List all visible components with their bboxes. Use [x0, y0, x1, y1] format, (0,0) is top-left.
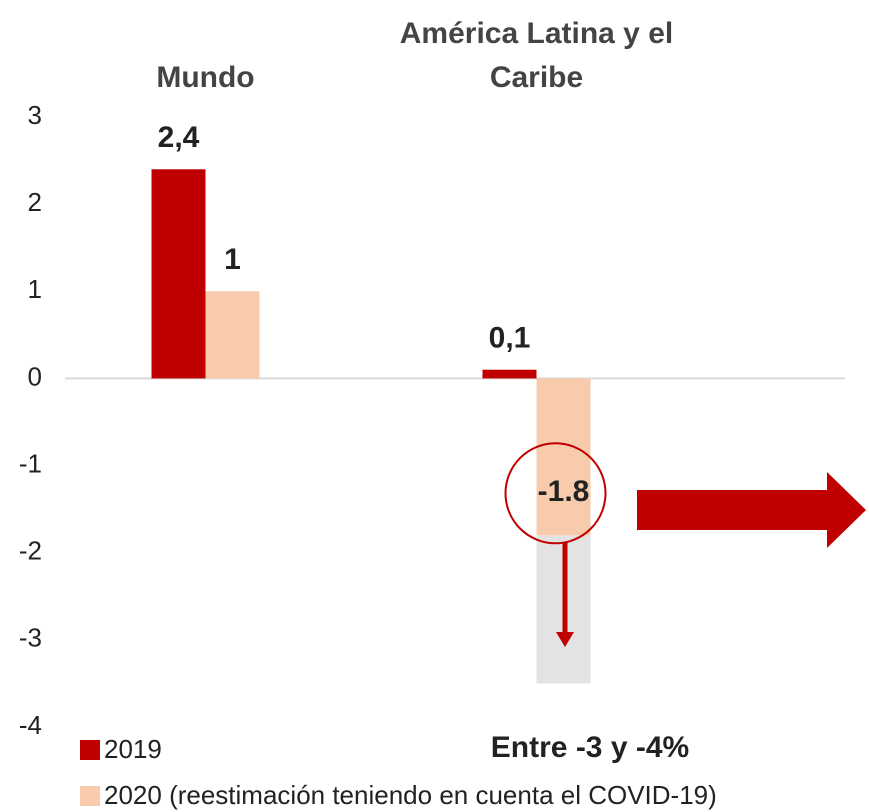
- arrow-right: [637, 472, 866, 548]
- y-tick-label: -1: [19, 448, 42, 478]
- category-label: América Latina y el Caribe: [399, 17, 674, 94]
- bar: [536, 378, 591, 536]
- annotation: Entre -3 y -4%: [491, 731, 689, 764]
- legend-label: 2020 (reestimación teniendo en cuenta el…: [104, 780, 717, 810]
- legend-label: 2019: [104, 734, 162, 764]
- y-tick-label: -4: [19, 710, 42, 740]
- value-label: 1: [224, 243, 241, 276]
- value-label: 0,1: [489, 322, 531, 355]
- category-label: Mundo: [156, 61, 255, 94]
- highlight-circle: [504, 442, 607, 545]
- y-tick-label: 3: [28, 100, 42, 130]
- y-tick-label: -2: [19, 536, 42, 566]
- y-tick-label: 1: [28, 274, 42, 304]
- bar: [482, 369, 537, 379]
- value-label: 2,4: [158, 121, 200, 154]
- bar: [205, 291, 260, 379]
- legend-swatch: [80, 786, 100, 806]
- value-label: -1.8: [538, 475, 590, 508]
- y-tick-label: 2: [28, 187, 42, 217]
- bar: [151, 169, 206, 379]
- legend-swatch: [80, 740, 100, 760]
- y-tick-label: -3: [19, 623, 42, 653]
- down-arrow-head: [556, 632, 574, 647]
- y-tick-label: 0: [28, 361, 42, 391]
